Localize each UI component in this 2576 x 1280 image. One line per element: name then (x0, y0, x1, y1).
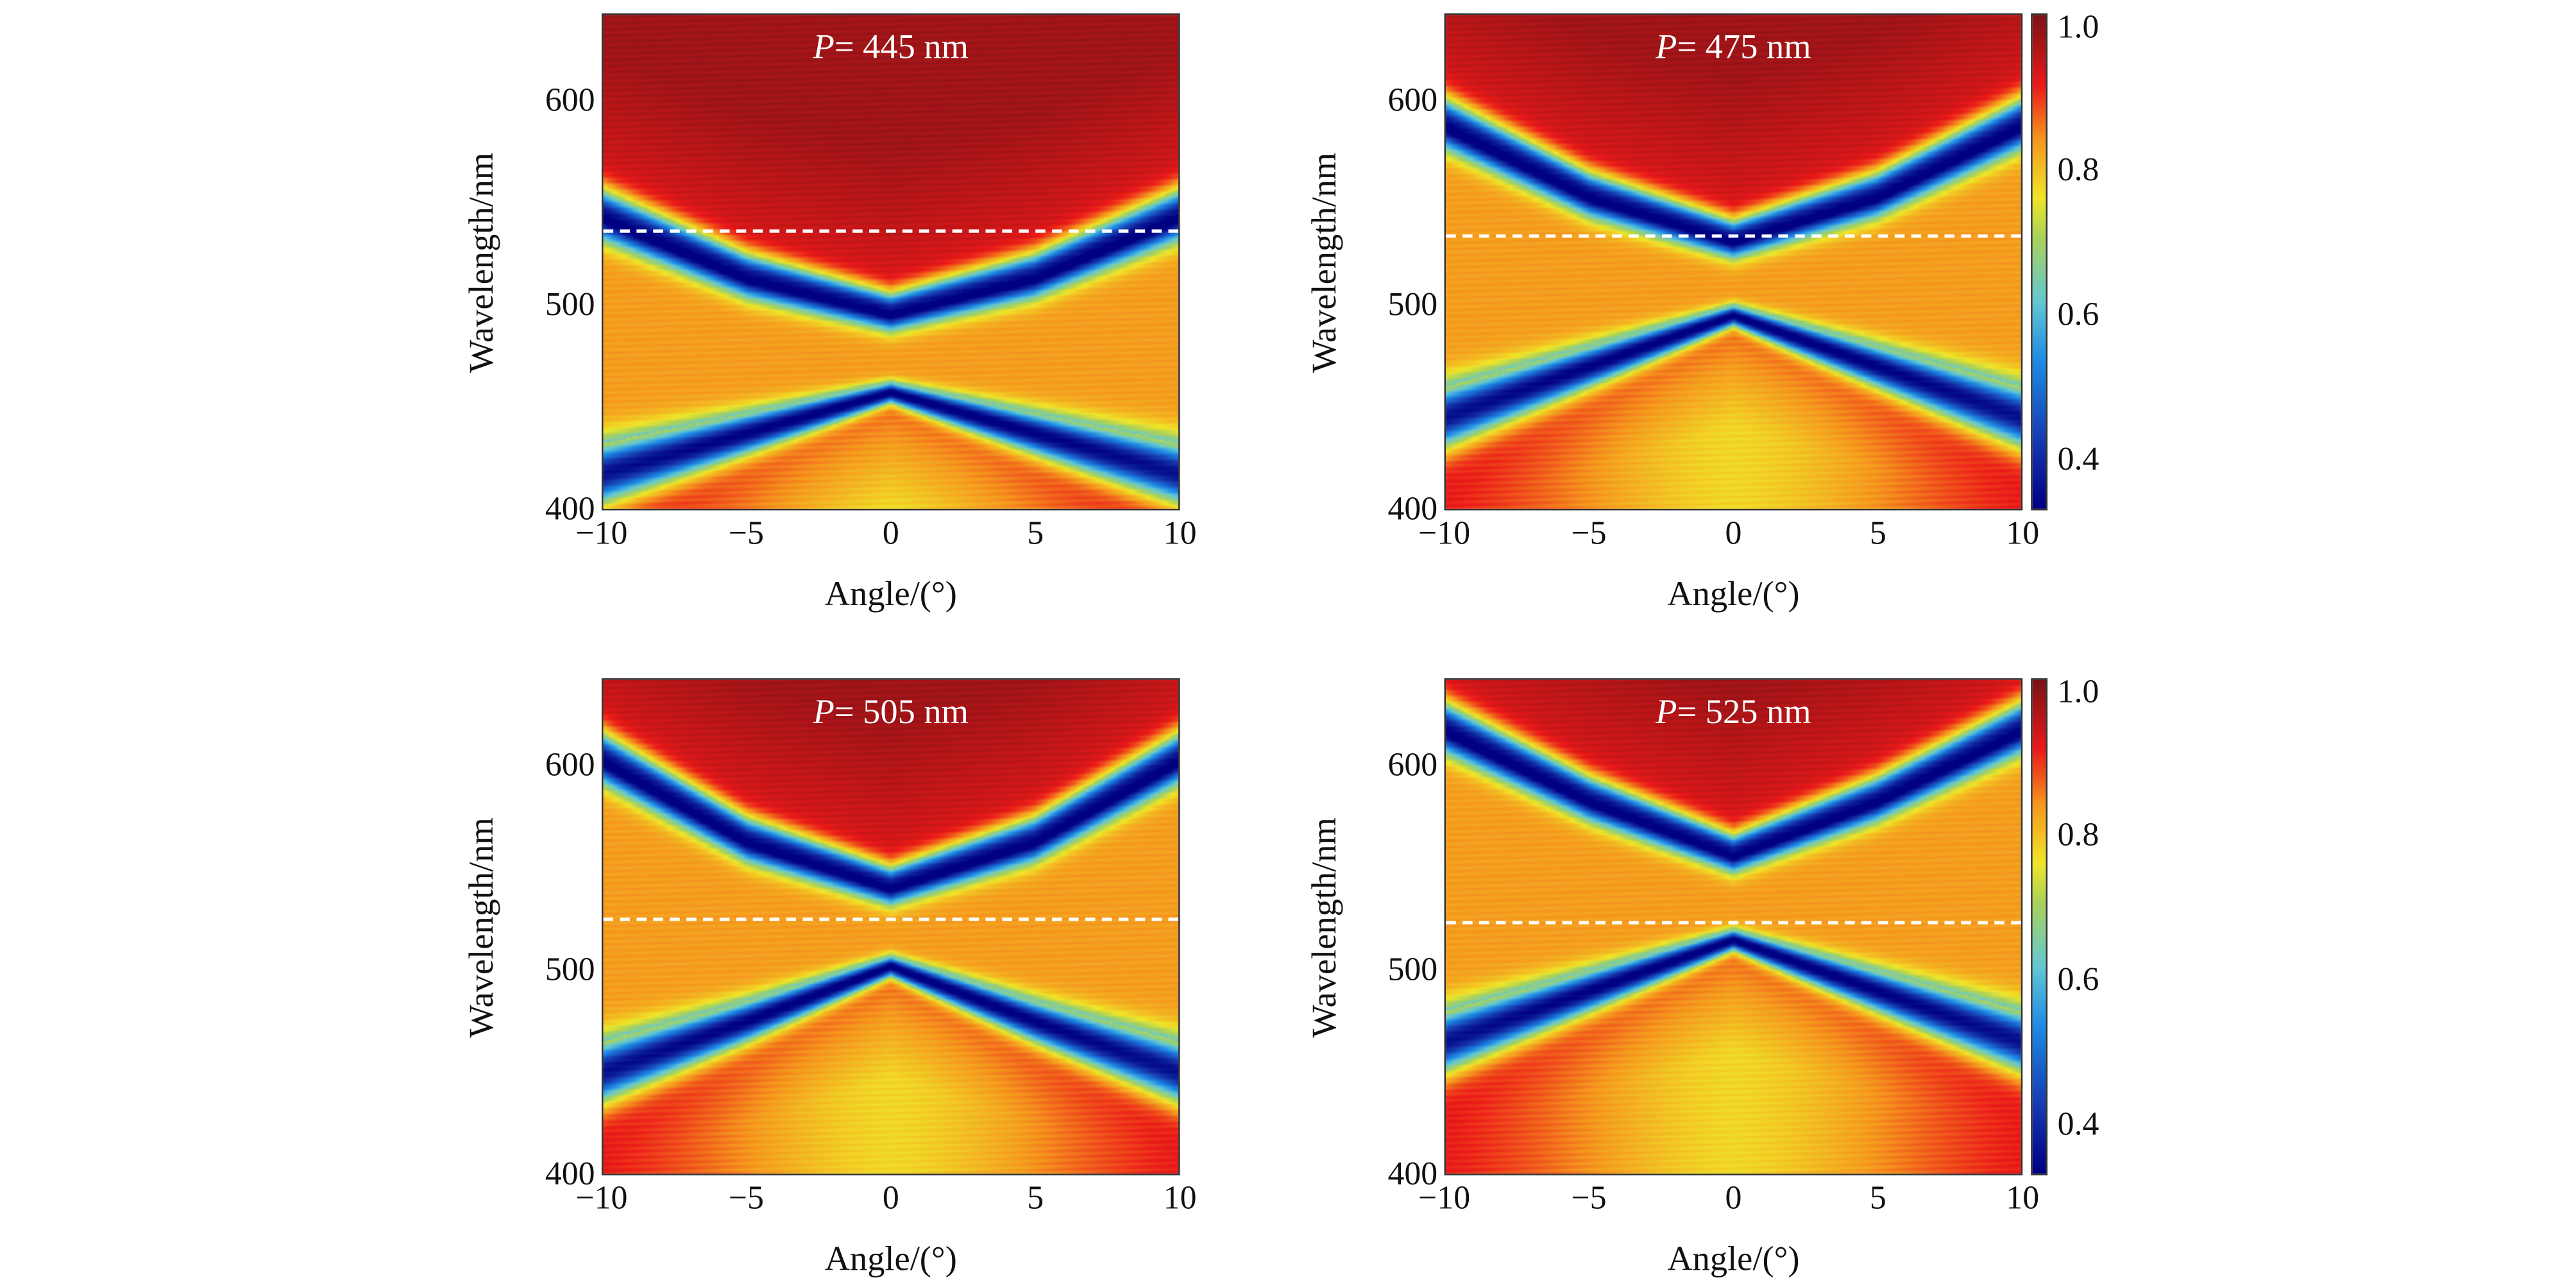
x-axis-label: Angle/(°) (1667, 573, 1800, 614)
colorbar-tick-label: 1.0 (2057, 673, 2099, 710)
colorbar-gradient (2032, 15, 2046, 509)
colorbar-tick-label: 0.6 (2057, 296, 2099, 334)
heatmap-canvas (1446, 679, 2021, 1174)
x-tick-label: −10 (1418, 515, 1471, 552)
colorbar-gradient (2032, 679, 2046, 1174)
title-value: = 525 nm (1677, 691, 1811, 732)
x-tick-label: −5 (1571, 515, 1607, 552)
x-tick-label: 0 (882, 515, 899, 552)
heatmap-plot-1 (601, 13, 1180, 511)
title-variable: P (1656, 26, 1677, 67)
y-tick-label: 400 (545, 491, 595, 528)
x-tick-label: 5 (1869, 1180, 1886, 1217)
title-value: = 505 nm (834, 691, 969, 732)
heatmap-plot-3 (601, 678, 1180, 1175)
x-tick-label: 10 (2006, 515, 2040, 552)
y-tick-label: 400 (1387, 491, 1438, 528)
x-tick-label: −5 (1571, 1180, 1607, 1217)
y-tick-label: 500 (545, 286, 595, 323)
colorbar-tick-label: 0.4 (2057, 441, 2099, 478)
y-axis-label: Wavelength/nm (461, 151, 502, 372)
x-tick-label: 0 (1725, 1180, 1742, 1217)
x-tick-label: 10 (2006, 1180, 2040, 1217)
heatmap-plot-4 (1444, 678, 2023, 1175)
x-tick-label: 0 (1725, 515, 1742, 552)
y-tick-label: 600 (1387, 747, 1438, 784)
y-axis-label: Wavelength/nm (1303, 151, 1344, 372)
x-tick-label: 0 (882, 1180, 899, 1217)
panel-title: P= 505 nm (813, 692, 969, 733)
x-axis-label: Angle/(°) (824, 573, 957, 614)
x-tick-label: 10 (1163, 1180, 1197, 1217)
x-tick-label: −10 (1418, 1180, 1471, 1217)
y-tick-label: 500 (1387, 286, 1438, 323)
dashed-line (1446, 921, 2021, 925)
y-tick-label: 500 (1387, 951, 1438, 989)
y-tick-label: 600 (1387, 82, 1438, 119)
y-tick-label: 600 (545, 82, 595, 119)
dashed-line (603, 230, 1179, 234)
x-tick-label: −5 (728, 1180, 764, 1217)
x-axis-label: Angle/(°) (1667, 1238, 1800, 1279)
heatmap-canvas (603, 15, 1179, 509)
dashed-line (603, 917, 1179, 921)
colorbar-tick-label: 0.8 (2057, 817, 2099, 855)
x-tick-label: −10 (575, 515, 628, 552)
panel-title: P= 445 nm (813, 26, 969, 68)
heatmap-plot-2 (1444, 13, 2023, 511)
colorbar-tick-label: 0.6 (2057, 961, 2099, 998)
y-tick-label: 600 (545, 747, 595, 784)
y-axis-label: Wavelength/nm (461, 816, 502, 1037)
title-variable: P (813, 691, 835, 732)
colorbar-tick-label: 1.0 (2057, 8, 2099, 46)
title-variable: P (1656, 691, 1677, 732)
dashed-line (1446, 234, 2021, 237)
y-tick-label: 400 (1387, 1156, 1438, 1193)
heatmap-canvas (1446, 15, 2021, 509)
panel-title: P= 475 nm (1656, 26, 1811, 68)
x-tick-label: 5 (1869, 515, 1886, 552)
colorbar-tick-label: 0.4 (2057, 1105, 2099, 1143)
colorbar (2031, 678, 2048, 1175)
x-tick-label: 10 (1163, 515, 1197, 552)
x-tick-label: 5 (1027, 515, 1044, 552)
x-tick-label: −5 (728, 515, 764, 552)
x-axis-label: Angle/(°) (824, 1238, 957, 1279)
heatmap-canvas (603, 679, 1179, 1174)
title-value: = 475 nm (1677, 26, 1811, 67)
colorbar (2031, 13, 2048, 511)
colorbar-tick-label: 0.8 (2057, 152, 2099, 189)
x-tick-label: 5 (1027, 1180, 1044, 1217)
title-variable: P (813, 26, 835, 67)
y-tick-label: 500 (545, 951, 595, 989)
title-value: = 445 nm (834, 26, 969, 67)
panel-title: P= 525 nm (1656, 692, 1811, 733)
y-tick-label: 400 (545, 1156, 595, 1193)
y-axis-label: Wavelength/nm (1303, 816, 1344, 1037)
x-tick-label: −10 (575, 1180, 628, 1217)
